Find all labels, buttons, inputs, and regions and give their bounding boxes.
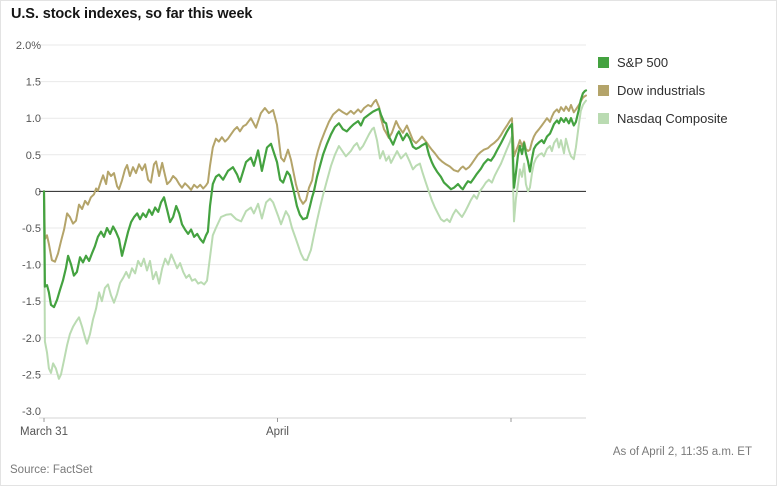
as-of-note: As of April 2, 11:35 a.m. ET [612, 446, 752, 458]
series-line-dow [43, 94, 587, 263]
legend-label-nasdaq: Nasdaq Composite [617, 110, 728, 126]
y-axis-label: -3.0 [22, 406, 41, 418]
x-axis-label: March 31 [20, 426, 68, 438]
y-axis-label: 1.5 [26, 77, 41, 89]
y-axis-label: 1.0 [26, 113, 41, 125]
y-axis-label: 0.5 [26, 150, 41, 162]
y-axis-label: -1.0 [22, 260, 41, 272]
source-note: Source: FactSet [10, 464, 93, 476]
legend-item-nasdaq: Nasdaq Composite [598, 108, 728, 128]
series-line-nasdaq [43, 99, 587, 380]
nasdaq-swatch-icon [598, 112, 609, 124]
legend-item-sp500: S&P 500 [598, 52, 728, 72]
legend: S&P 500 Dow industrials Nasdaq Composite [598, 52, 728, 136]
legend-item-dow: Dow industrials [598, 80, 728, 100]
legend-label-sp500: S&P 500 [617, 54, 669, 70]
sp500-swatch-icon [598, 56, 609, 68]
y-axis-label: -0.5 [22, 223, 41, 235]
series-line-sp500 [42, 89, 588, 309]
y-axis-label: -2.0 [22, 333, 41, 345]
y-axis-label: 0 [35, 186, 41, 198]
y-axis-label: -2.5 [22, 369, 41, 381]
y-axis-label: -1.5 [22, 296, 41, 308]
dow-swatch-icon [598, 84, 609, 96]
chart-title: U.S. stock indexes, so far this week [11, 6, 253, 22]
x-axis-label: April [266, 426, 289, 438]
legend-label-dow: Dow industrials [617, 82, 706, 98]
y-axis-label: 2.0% [16, 40, 41, 52]
